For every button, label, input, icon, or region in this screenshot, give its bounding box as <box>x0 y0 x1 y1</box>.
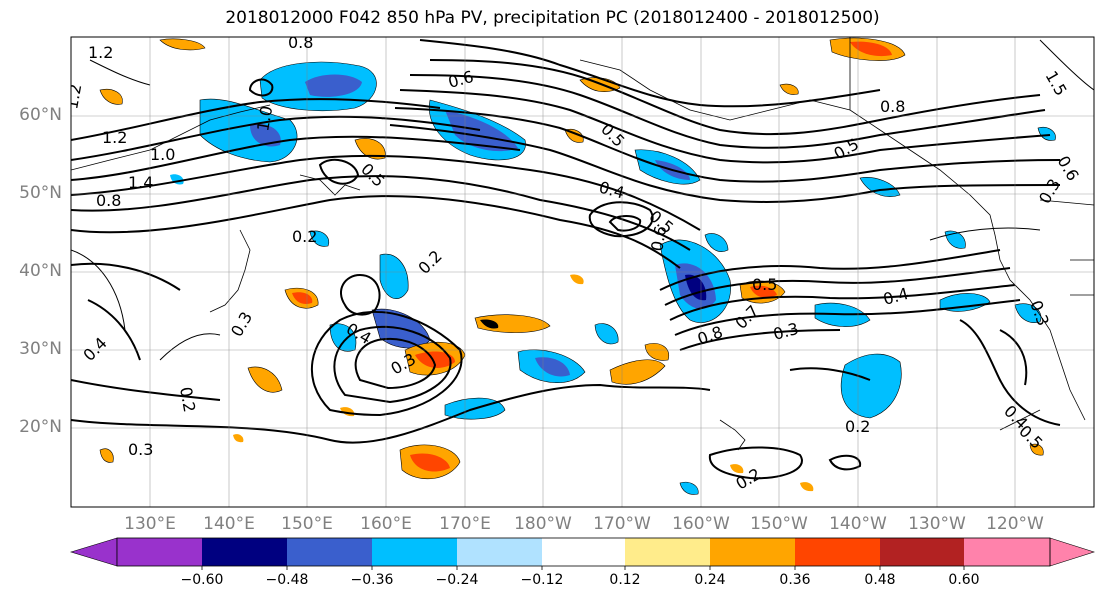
contour-label: 0.3 <box>128 440 153 459</box>
longitude-label: 170°W <box>593 514 651 534</box>
colorbar-tick-label: −0.24 <box>435 572 479 588</box>
contour-label: 1.2 <box>62 82 85 110</box>
colorbar <box>69 537 1095 570</box>
colorbar-segment <box>710 538 795 566</box>
longitude-label: 130°E <box>124 514 176 534</box>
colorbar-frame <box>116 537 1051 567</box>
contour-label: 1.0 <box>253 104 276 132</box>
longitude-label: 140°E <box>203 514 255 534</box>
contour-label: 0.8 <box>288 33 313 52</box>
colorbar-extend-high <box>1049 537 1095 567</box>
map-title: 2018012000 F042 850 hPa PV, precipitatio… <box>225 8 880 28</box>
colorbar-segment <box>880 538 964 566</box>
colorbar-tick-label: −0.12 <box>520 572 564 588</box>
contour-label: 0.6 <box>647 224 670 252</box>
contour-label: 0.2 <box>845 417 870 436</box>
contour-label: 1.2 <box>88 43 113 62</box>
map-panel: 1.2 1.2 1.2 1.0 1.4 0.8 0.2 0.2 0.3 0.4 … <box>62 33 1094 507</box>
colorbar-segment <box>117 538 202 566</box>
precip-positive-shading <box>99 37 1044 492</box>
contour-label: 0.2 <box>176 385 199 413</box>
longitude-label: 170°E <box>439 514 491 534</box>
colorbar-tick-label: 0.60 <box>948 572 980 588</box>
colorbar-ticks <box>201 566 965 570</box>
contour-label: 1.2 <box>102 128 127 147</box>
colorbar-tick-label: −0.36 <box>350 572 394 588</box>
longitude-label: 150°E <box>281 514 333 534</box>
map-frame <box>70 36 1095 508</box>
longitude-label: 160°W <box>672 514 730 534</box>
contour-label: 1.0 <box>150 145 175 164</box>
longitude-label: 120°W <box>986 514 1044 534</box>
latitude-label: 40°N <box>19 261 62 281</box>
colorbar-segment <box>625 538 710 566</box>
colorbar-segment <box>372 538 457 566</box>
colorbar-tick-label: 0.36 <box>779 572 811 588</box>
latitude-label: 30°N <box>19 339 62 359</box>
contour-label: 0.2 <box>292 227 317 246</box>
longitude-label: 160°E <box>360 514 412 534</box>
colorbar-segment <box>795 538 880 566</box>
contour-label: 0.5 <box>752 275 777 294</box>
coastlines <box>71 37 1094 451</box>
contour-label: 1.4 <box>128 173 153 192</box>
longitude-label: 130°W <box>908 514 966 534</box>
colorbar-tick-label: −0.60 <box>180 572 224 588</box>
contour-label: 0.8 <box>880 97 905 116</box>
colorbar-segment <box>542 538 625 566</box>
colorbar-segment <box>457 538 542 566</box>
colorbar-tick-label: 0.12 <box>609 572 641 588</box>
pv-contours-thin <box>71 39 1094 361</box>
colorbar-segment <box>964 538 1050 566</box>
latitude-label: 60°N <box>19 105 62 125</box>
latitude-label: 20°N <box>19 417 62 437</box>
colorbar-segment <box>287 538 372 566</box>
pv-contours <box>71 39 1061 480</box>
longitude-label: 180°W <box>514 514 572 534</box>
colorbar-tick-label: −0.48 <box>265 572 309 588</box>
gridlines <box>71 37 1094 507</box>
colorbar-tick-label: 0.24 <box>694 572 726 588</box>
longitude-label: 150°W <box>750 514 808 534</box>
colorbar-tick-label: 0.48 <box>864 572 896 588</box>
colorbar-extend-low <box>69 537 118 567</box>
longitude-label: 140°W <box>829 514 887 534</box>
colorbar-segment <box>202 538 287 566</box>
contour-label: 0.8 <box>96 191 121 210</box>
latitude-label: 50°N <box>19 183 62 203</box>
